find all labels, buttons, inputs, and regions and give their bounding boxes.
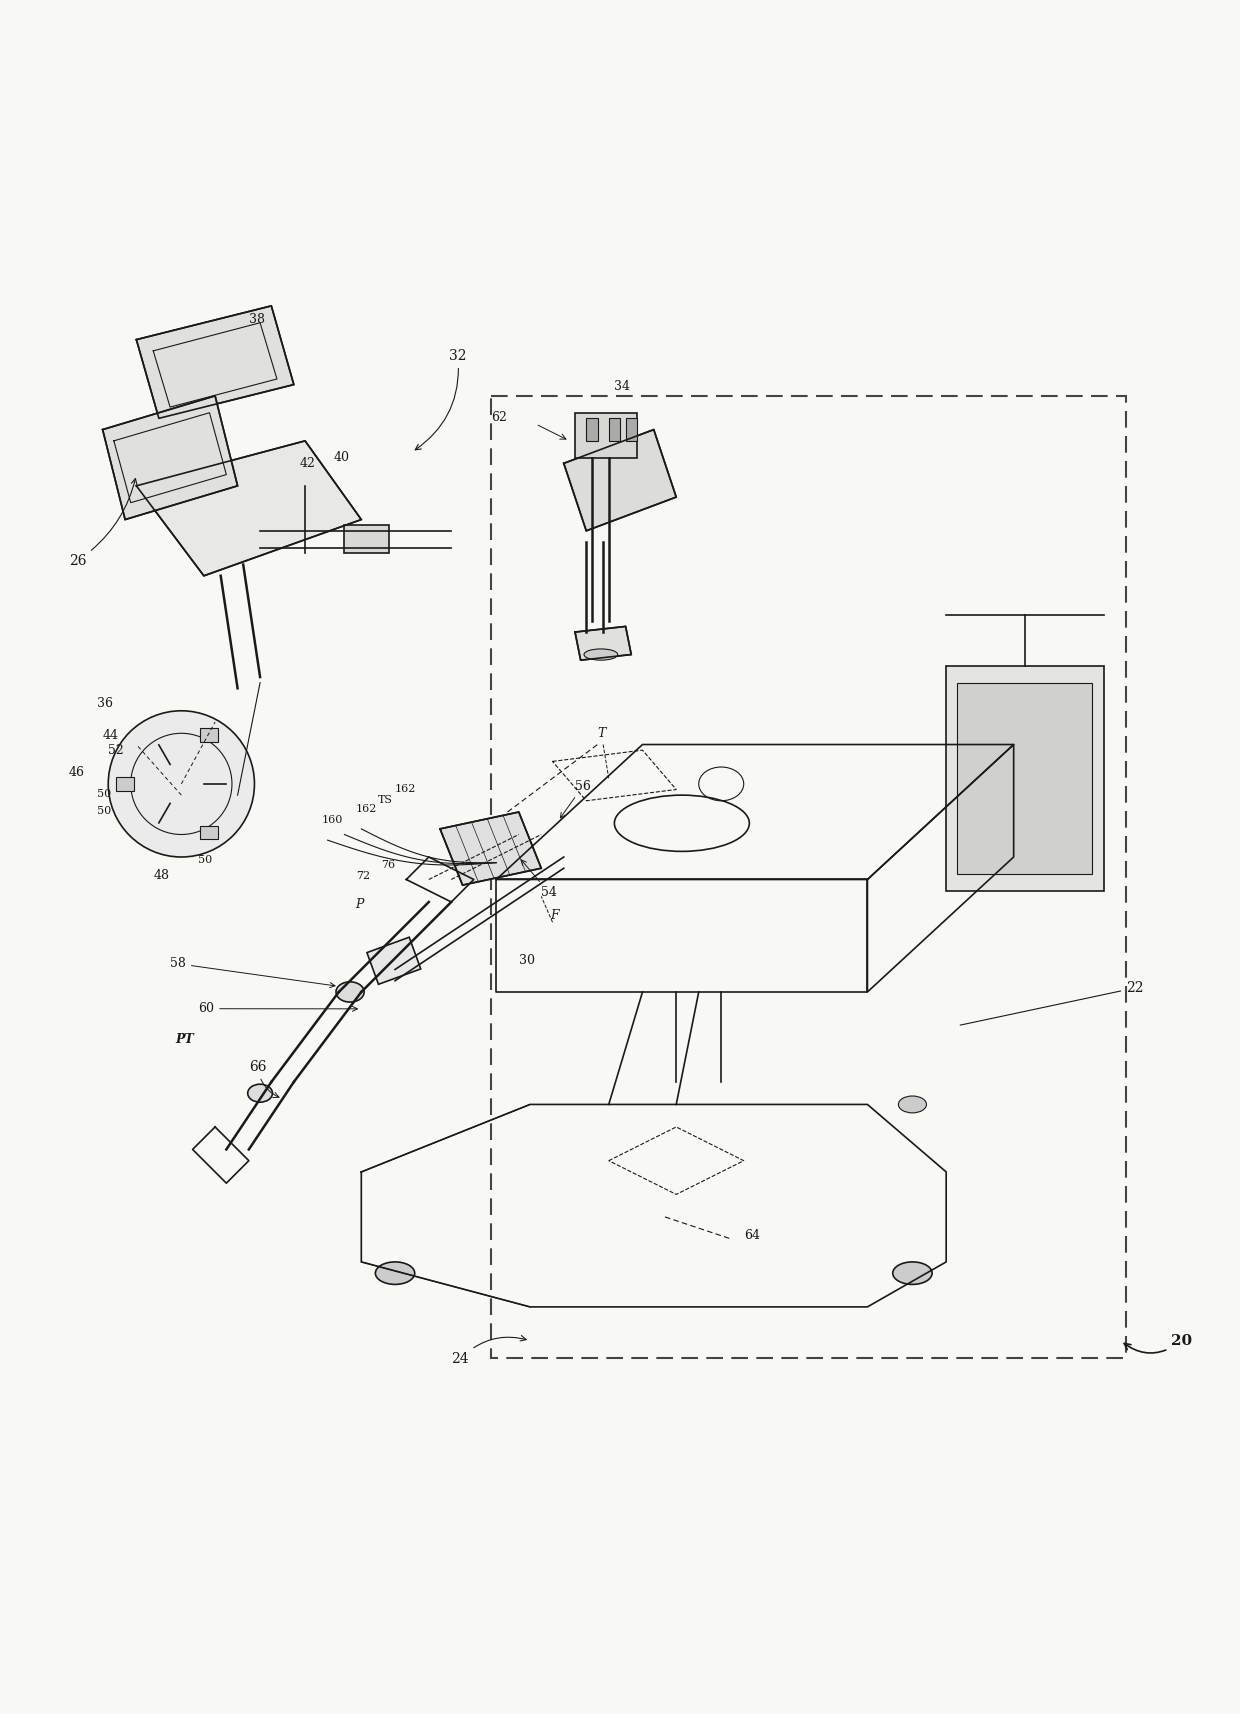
Ellipse shape — [248, 1085, 273, 1102]
Bar — [201, 728, 218, 742]
Text: 22: 22 — [960, 980, 1143, 1025]
Bar — [117, 776, 134, 790]
Text: 160: 160 — [322, 816, 343, 824]
Text: 162: 162 — [396, 783, 417, 794]
Text: P: P — [356, 898, 365, 910]
Text: 44: 44 — [103, 728, 119, 742]
Text: 52: 52 — [108, 744, 124, 756]
Bar — [626, 418, 637, 440]
Text: T: T — [598, 727, 606, 740]
Circle shape — [108, 711, 254, 857]
Bar — [345, 524, 389, 554]
Text: 42: 42 — [299, 456, 315, 470]
Polygon shape — [136, 305, 294, 418]
Text: TS: TS — [378, 795, 393, 806]
Text: 34: 34 — [614, 381, 630, 393]
Ellipse shape — [898, 1095, 926, 1112]
Text: 50: 50 — [97, 806, 112, 816]
Polygon shape — [575, 626, 631, 660]
Text: 50: 50 — [198, 855, 212, 864]
Ellipse shape — [893, 1262, 932, 1284]
Bar — [609, 418, 620, 440]
Bar — [946, 665, 1104, 891]
Text: 54: 54 — [521, 860, 557, 900]
Polygon shape — [136, 440, 361, 576]
Text: 62: 62 — [491, 411, 506, 423]
Text: 76: 76 — [382, 860, 396, 871]
Text: PT: PT — [176, 1032, 195, 1046]
Polygon shape — [564, 430, 676, 531]
Text: 58: 58 — [170, 956, 335, 987]
Bar — [957, 682, 1092, 874]
Text: 66: 66 — [249, 1059, 279, 1097]
Bar — [201, 826, 218, 840]
Text: 32: 32 — [415, 350, 466, 449]
Ellipse shape — [584, 650, 618, 660]
Ellipse shape — [376, 1262, 414, 1284]
Text: 26: 26 — [69, 478, 136, 567]
Text: 56: 56 — [560, 780, 591, 818]
Text: 162: 162 — [356, 804, 377, 814]
Text: F: F — [551, 908, 559, 922]
Polygon shape — [440, 812, 542, 884]
Text: 36: 36 — [97, 698, 113, 710]
Text: 50: 50 — [97, 790, 112, 799]
Bar — [587, 418, 598, 440]
Bar — [367, 938, 420, 984]
Text: 30: 30 — [518, 955, 534, 967]
Bar — [575, 413, 637, 458]
Text: 38: 38 — [249, 312, 265, 326]
Text: 48: 48 — [154, 869, 169, 883]
Text: 46: 46 — [69, 766, 84, 780]
Text: 72: 72 — [356, 871, 370, 881]
Polygon shape — [103, 396, 238, 519]
Text: 60: 60 — [198, 1003, 357, 1015]
Text: 64: 64 — [744, 1229, 760, 1243]
Bar — [491, 396, 1126, 1357]
Text: 40: 40 — [334, 451, 350, 464]
Text: 20: 20 — [1125, 1333, 1192, 1352]
Ellipse shape — [336, 982, 365, 1003]
Text: 24: 24 — [451, 1335, 526, 1366]
